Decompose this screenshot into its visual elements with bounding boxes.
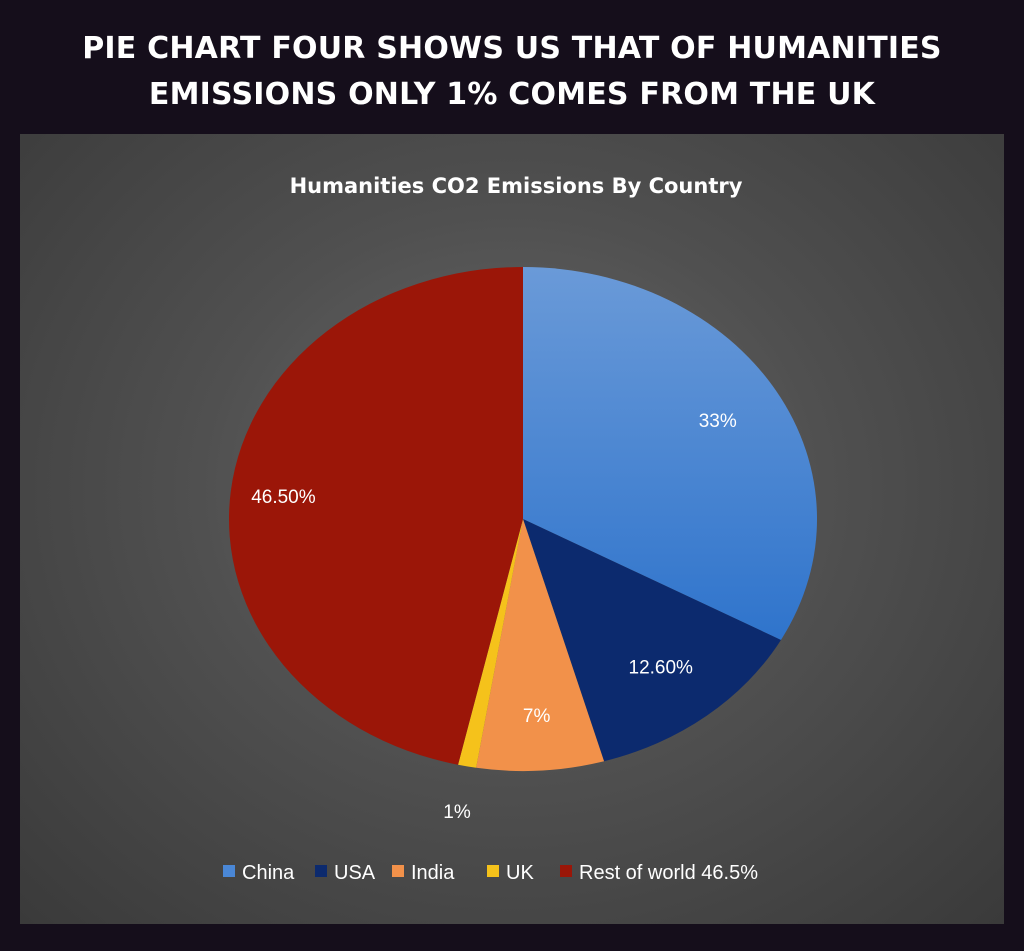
data-label-uk: 1% <box>443 802 471 823</box>
legend-swatch-uk <box>487 865 499 877</box>
data-label-china: 33% <box>699 411 737 432</box>
legend-swatch-china <box>223 865 235 877</box>
headline-line-1: PIE CHART FOUR SHOWS US THAT OF HUMANITI… <box>82 31 942 66</box>
headline-line-2: EMISSIONS ONLY 1% COMES FROM THE UK <box>148 77 876 112</box>
pie-slices <box>228 267 818 772</box>
legend-swatch-rest <box>560 865 572 877</box>
pie-slice-rest <box>228 267 523 765</box>
pie-slice-china <box>523 267 818 640</box>
data-label-rest: 46.50% <box>251 487 316 508</box>
data-label-india: 7% <box>523 706 551 727</box>
legend-label-india: India <box>411 862 455 884</box>
pie-slice-usa <box>523 519 781 762</box>
chart-panel: Humanities CO2 Emissions By Country 33% 1… <box>20 134 1004 924</box>
pie-chart: Humanities CO2 Emissions By Country 33% 1… <box>223 174 818 884</box>
headline: PIE CHART FOUR SHOWS US THAT OF HUMANITI… <box>0 26 1024 118</box>
chart-title: Humanities CO2 Emissions By Country <box>290 174 743 198</box>
pie-slice-uk <box>458 519 523 768</box>
data-label-usa: 12.60% <box>629 658 694 679</box>
legend-label-rest: Rest of world 46.5% <box>579 862 758 884</box>
legend-swatch-india <box>392 865 404 877</box>
legend-swatch-usa <box>315 865 327 877</box>
pie-data-labels: 33% 12.60% 7% 1% 46.50% <box>251 411 737 823</box>
pie-slice-india <box>476 519 605 772</box>
legend-label-china: China <box>242 862 295 884</box>
legend-label-usa: USA <box>334 862 376 884</box>
chart-legend: China USA India UK Rest of world 46.5% <box>223 862 758 884</box>
legend-label-uk: UK <box>506 862 534 884</box>
